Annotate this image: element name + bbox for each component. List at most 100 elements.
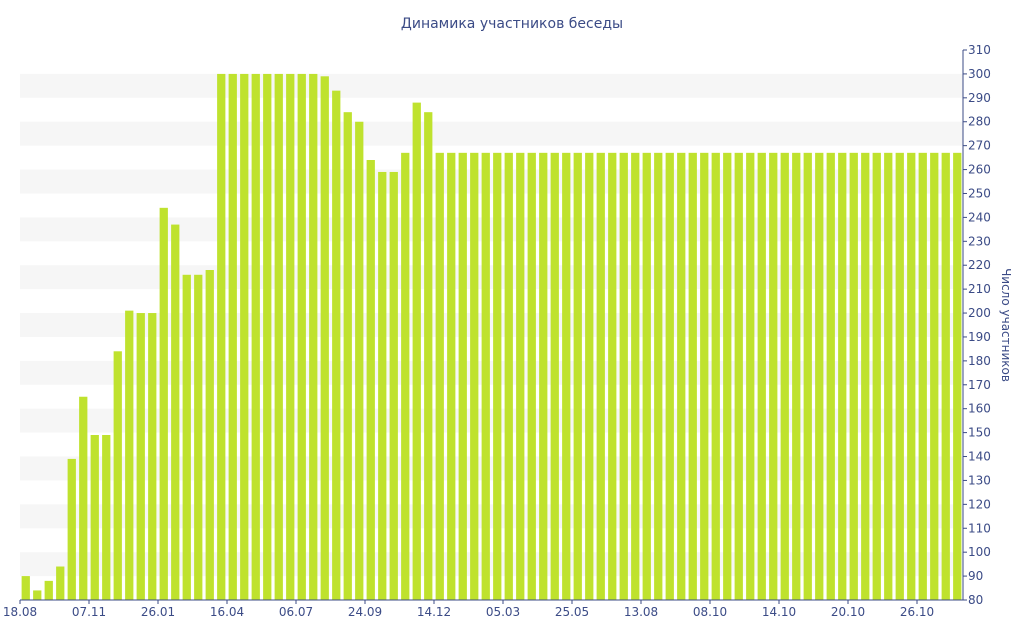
y-tick-label: 150	[968, 426, 991, 440]
bar	[389, 171, 398, 600]
bar	[401, 152, 410, 600]
x-tick-label: 05.03	[486, 605, 520, 619]
y-tick-label: 100	[968, 545, 991, 559]
x-tick-label: 08.10	[693, 605, 727, 619]
bar	[113, 351, 122, 600]
y-tick-label: 240	[968, 210, 991, 224]
bar	[412, 102, 421, 601]
y-tick-label: 180	[968, 354, 991, 368]
bar	[872, 152, 881, 600]
bar	[953, 152, 962, 600]
y-tick-label: 170	[968, 378, 991, 392]
y-tick-label: 300	[968, 67, 991, 81]
y-tick-label: 90	[968, 569, 983, 583]
bar	[251, 73, 260, 600]
bar	[585, 152, 594, 600]
bar	[884, 152, 893, 600]
grid-band	[20, 121, 963, 146]
bar	[332, 90, 341, 601]
x-tick-label: 14.12	[417, 605, 451, 619]
y-axis-label: Число участников	[999, 268, 1013, 382]
bar	[838, 152, 847, 600]
bar	[803, 152, 812, 600]
bar	[355, 121, 364, 601]
x-tick-label: 18.08	[3, 605, 37, 619]
bar	[194, 274, 203, 600]
bar	[79, 396, 88, 600]
bar	[539, 152, 548, 600]
bar	[320, 76, 329, 601]
bar	[435, 152, 444, 600]
bar	[849, 152, 858, 600]
bar	[918, 152, 927, 600]
y-tick-label: 230	[968, 234, 991, 248]
bar	[723, 152, 732, 600]
bar	[757, 152, 766, 600]
bar	[274, 73, 283, 600]
bar	[826, 152, 835, 600]
bar	[700, 152, 709, 600]
bar	[631, 152, 640, 600]
bar	[734, 152, 743, 600]
bar	[159, 207, 168, 600]
x-axis: 18.08 07.11 26.01 16.04 06.07 24.09 14.12 05.03…	[3, 599, 963, 619]
bar	[746, 152, 755, 600]
y-tick-label: 270	[968, 139, 991, 153]
y-tick-label: 310	[968, 43, 991, 57]
bar	[136, 313, 145, 600]
bar	[688, 152, 697, 600]
y-tick-label: 260	[968, 163, 991, 177]
bar	[366, 160, 375, 600]
bar	[941, 152, 950, 600]
y-tick-label: 280	[968, 115, 991, 129]
x-tick-label: 20.10	[831, 605, 865, 619]
bar	[562, 152, 571, 600]
bar	[665, 152, 674, 600]
y-tick-label: 220	[968, 258, 991, 272]
bar	[297, 73, 306, 600]
grid-band	[20, 73, 963, 98]
bar	[619, 152, 628, 600]
bar	[458, 152, 467, 600]
bar	[470, 152, 479, 600]
bar	[654, 152, 663, 600]
chart-title: Динамика участников беседы	[401, 16, 623, 32]
bar	[447, 152, 456, 600]
y-tick-label: 160	[968, 402, 991, 416]
bar	[516, 152, 525, 600]
bar	[907, 152, 916, 600]
bar	[527, 152, 536, 600]
y-axis: 80 90 100 110 120 130 140 150 160 170 180 190 200 210…	[962, 43, 991, 607]
bar	[861, 152, 870, 600]
bar	[550, 152, 559, 600]
bar	[33, 590, 42, 600]
bar	[240, 73, 249, 600]
x-tick-label: 26.10	[900, 605, 934, 619]
bar	[44, 580, 53, 600]
x-tick-label: 26.01	[141, 605, 175, 619]
bar	[21, 576, 30, 600]
bar	[711, 152, 720, 600]
bar	[792, 152, 801, 600]
bar	[286, 73, 295, 600]
y-tick-label: 80	[968, 593, 983, 607]
bar	[90, 435, 99, 600]
bar	[56, 566, 65, 600]
bar	[67, 458, 76, 600]
bar	[493, 152, 502, 600]
bar	[504, 152, 513, 600]
bar	[217, 73, 226, 600]
bar	[171, 224, 180, 600]
x-tick-label: 24.09	[348, 605, 382, 619]
x-tick-label: 07.11	[72, 605, 106, 619]
bar	[930, 152, 939, 600]
bar	[263, 73, 272, 600]
y-tick-label: 250	[968, 186, 991, 200]
bar	[815, 152, 824, 600]
x-tick-label: 06.07	[279, 605, 313, 619]
x-tick-label: 13.08	[624, 605, 658, 619]
y-tick-label: 120	[968, 497, 991, 511]
bar	[102, 435, 111, 600]
bar	[608, 152, 617, 600]
